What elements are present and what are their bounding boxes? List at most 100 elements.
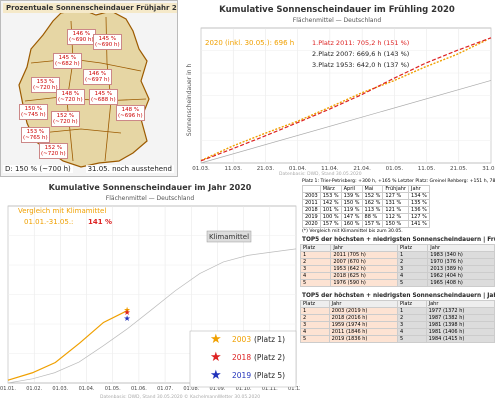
table-cell: 1981 (1406 h): [425, 328, 495, 336]
x-tick-label: 01.11.: [262, 386, 278, 392]
table-cell: Platz: [300, 300, 330, 308]
table-cell: 127 %: [382, 192, 409, 200]
spring-annotation-2020: 2020 (inkl. 30.05.): 696 h: [205, 39, 294, 47]
year-chart-panel: Kumulative Sonnenscheindauer im Jahr 202…: [0, 178, 300, 400]
table-cell: April: [340, 185, 363, 193]
table-cell: 1959 (1974 h): [328, 321, 398, 329]
table-cell: 2003 (2019 h): [328, 307, 398, 315]
table-cell: 131 %: [382, 199, 409, 207]
spring-chart-ylabel: Sonnenscheindauer in h: [186, 64, 193, 137]
region-label: 153 % (~765 h): [21, 127, 50, 143]
table-row: 5 2019 (1836 h) 5 1984 (1415 h): [300, 335, 495, 343]
spring-chart-title: Kumulative Sonnenscheindauer im Frühling…: [219, 5, 455, 15]
table-header-row: März April Mai Frühjahr Jahr: [302, 185, 430, 193]
region-label: 145 % (~688 h): [89, 89, 118, 105]
top5-year-body: 1 2003 (2019 h) 1 1977 (1372 h) 2 2018 (2016 …: [300, 307, 495, 343]
table-cell: 160 %: [340, 220, 363, 228]
table-cell: 142 %: [319, 199, 342, 207]
map-footer-germany-total: D: 150 % (~700 h): [3, 165, 73, 173]
table-cell: 113 %: [361, 206, 384, 214]
x-tick-label: 01.12.: [288, 386, 300, 392]
x-tick-label: 21.04.: [353, 166, 371, 172]
top5-spring-body: 1 2011 (705 h) 1 1983 (340 h) 2 2007 (670 h) 2…: [300, 251, 495, 287]
table-cell: 112 %: [382, 213, 409, 221]
top5-spring-title: TOP5 der höchsten + niedrigsten Sonnensc…: [302, 237, 495, 243]
table-cell: Jahr: [425, 300, 495, 308]
legend-year-2019: 2019: [232, 371, 251, 380]
table-cell: 2013 (389 h): [427, 265, 495, 273]
mini-table-footnote: (*) Vergleich mit Klimamittel bis zum 30…: [302, 229, 403, 234]
monthly-percent-table-body: 2003 153 % 139 % 152 % 127 % 134 % 2011 142 % 15…: [302, 192, 430, 228]
germany-map-panel: Prozentuale Sonnenscheindauer Frühjahr 2…: [0, 0, 178, 177]
table-cell: 1976 (590 h): [330, 279, 398, 287]
table-cell: 88 %: [361, 213, 384, 221]
x-tick-label: 31.05.: [482, 166, 495, 172]
table-cell: [302, 185, 321, 193]
legend-year-2018: 2018: [232, 353, 251, 362]
table-row: 1 2011 (705 h) 1 1983 (340 h): [300, 251, 495, 259]
table-cell: 139 %: [340, 192, 363, 200]
x-tick-label: 21.03.: [257, 166, 275, 172]
stats-tables-panel: Platz 1: Trier-Petrisberg: +300 h, +165 …: [300, 178, 495, 400]
region-label: 150 % (~745 h): [19, 104, 48, 120]
table-cell: 4: [300, 328, 330, 336]
table-row: 1 2003 (2019 h) 1 1977 (1372 h): [300, 307, 495, 315]
table-cell: 153 %: [319, 192, 342, 200]
table-cell: 152 %: [361, 192, 384, 200]
table-row: 3 1953 (642 h) 3 2013 (389 h): [300, 265, 495, 273]
table-cell: Jahr: [408, 185, 430, 193]
table-cell: 1: [396, 251, 429, 259]
legend-label-2019: (Platz 5): [254, 371, 285, 380]
table-cell: Platz: [396, 300, 427, 308]
table-row: 5 1976 (590 h) 5 1965 (408 h): [300, 279, 495, 287]
year-x-ticks: 01.01. 01.02. 01.03. 01.04. 01.05. 01.06. 01.0…: [0, 386, 300, 392]
table-cell: 1981 (1398 h): [425, 321, 495, 329]
table-cell: 1962 (404 h): [427, 272, 495, 280]
table-cell: 5: [396, 279, 429, 287]
x-tick-label: 01.05.: [105, 386, 121, 392]
table-cell: 2: [396, 314, 427, 322]
year-footer: Datenbasis: DWD, Stand 30.05.2020 © Kach…: [100, 393, 260, 400]
table-row: 2019 100 % 147 % 88 % 112 % 127 %: [302, 213, 430, 221]
region-label: 148 % (~720 h): [56, 89, 85, 105]
region-label: 153 % (~720 h): [31, 77, 60, 93]
x-tick-label: 01.03.: [52, 386, 68, 392]
x-tick-label: 01.06.: [131, 386, 147, 392]
top5-spring-table: Platz Jahr Platz Jahr 1 2011 (705 h) 1 1983 (3…: [300, 244, 495, 287]
year-annotation-range: 01.01.-31.05.:: [24, 218, 73, 226]
series-line-2020: [7, 310, 128, 381]
table-cell: 135 %: [408, 199, 430, 207]
table-cell: 4: [300, 272, 332, 280]
table-cell: 1965 (408 h): [427, 279, 495, 287]
year-chart: Kumulative Sonnenscheindauer im Jahr 202…: [0, 183, 300, 400]
top5-year-table: Platz Jahr Platz Jahr 1 2003 (2019 h) 1 1977 (…: [300, 300, 495, 343]
table-cell: 134 %: [408, 192, 430, 200]
table-cell: Jahr: [427, 244, 495, 252]
table-row: 2 2007 (670 h) 2 1970 (376 h): [300, 258, 495, 266]
table-cell: 3: [396, 321, 427, 329]
table-cell: 5: [396, 335, 427, 343]
legend-year-2003: 2003: [232, 335, 251, 344]
table-row: 2020 157 % 160 % 157 % 150 % 141 %: [302, 220, 430, 228]
series-line-reference: [200, 80, 492, 164]
table-cell: 3: [300, 321, 330, 329]
table-cell: 100 %: [319, 213, 342, 221]
table-cell: 1: [396, 307, 427, 315]
table-cell: 101 %: [319, 206, 342, 214]
spring-rank-2: 2.Platz 2007: 669,6 h (143 %): [312, 50, 409, 58]
table-cell: 1970 (376 h): [427, 258, 495, 266]
legend-label-2003: (Platz 1): [254, 335, 285, 344]
table-cell: März: [319, 185, 342, 193]
spring-footer: Datenbasis: DWD, Stand 30.05.2020: [279, 171, 362, 177]
table-cell: 157 %: [361, 220, 384, 228]
top5-year-title: TOP5 der höchsten + niedrigsten Sonnensc…: [302, 293, 495, 299]
x-tick-label: 01.10.: [236, 386, 252, 392]
spring-rank-3: 3.Platz 1953: 642,0 h (137 %): [312, 61, 409, 69]
table-row: 3 1959 (1974 h) 3 1981 (1398 h): [300, 321, 495, 329]
x-tick-label: 01.05.: [386, 166, 404, 172]
table-cell: 1983 (340 h): [427, 251, 495, 259]
table-cell: 2020: [302, 220, 321, 228]
year-chart-title: Kumulative Sonnenscheindauer im Jahr 202…: [49, 183, 252, 192]
table-cell: 2011 (705 h): [330, 251, 398, 259]
table-cell: Mai: [361, 185, 384, 193]
